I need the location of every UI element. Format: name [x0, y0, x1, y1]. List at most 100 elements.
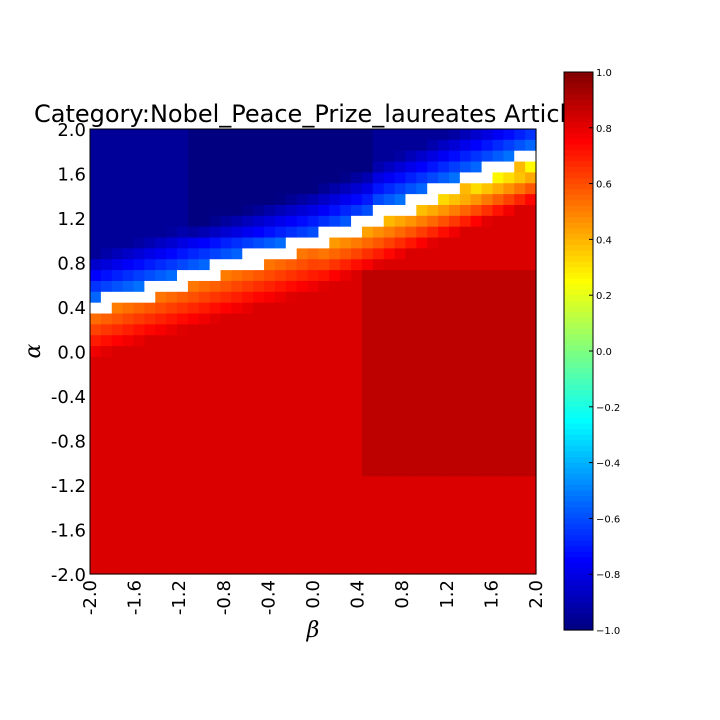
- heatmap-cell: [525, 237, 537, 249]
- heatmap-cell: [133, 194, 145, 206]
- heatmap-cell: [448, 291, 461, 304]
- heatmap-cell: [492, 313, 504, 325]
- heatmap-cell: [209, 183, 222, 195]
- heatmap-cell: [459, 237, 472, 249]
- heatmap-cell: [177, 183, 189, 195]
- heatmap-cell: [416, 356, 428, 369]
- heatmap-cell: [253, 356, 265, 369]
- heatmap-cell: [122, 215, 135, 228]
- heatmap-cell: [329, 476, 341, 488]
- heatmap-cell: [285, 389, 298, 401]
- heatmap-cell: [383, 389, 396, 401]
- heatmap-cell: [90, 454, 102, 467]
- heatmap-cell: [177, 194, 189, 206]
- heatmap-cell: [111, 367, 124, 380]
- heatmap-cell: [481, 552, 494, 564]
- heatmap-cell: [90, 411, 102, 423]
- colorbar-tick-label: −0.6: [596, 514, 620, 525]
- heatmap-cell: [427, 172, 439, 184]
- heatmap-cell: [525, 270, 537, 282]
- heatmap-cell: [427, 563, 439, 575]
- heatmap-cell: [133, 129, 145, 141]
- heatmap-cell: [318, 150, 330, 163]
- heatmap-cell: [481, 422, 494, 434]
- colorbar-segment: [564, 423, 593, 430]
- heatmap-cell: [329, 389, 341, 401]
- heatmap-cell: [448, 411, 461, 423]
- heatmap-cell: [394, 215, 407, 228]
- heatmap-cell: [448, 183, 461, 195]
- heatmap-cell: [166, 378, 178, 391]
- heatmap-cell: [209, 552, 222, 564]
- heatmap-cell: [351, 530, 363, 543]
- heatmap-cell: [318, 129, 330, 141]
- heatmap-cell: [448, 498, 461, 510]
- heatmap-cell: [329, 161, 341, 174]
- y-axis-ticks: 2.01.61.20.80.40.0-0.4-0.8-1.2-1.6-2.0: [51, 120, 86, 586]
- heatmap-cell: [264, 270, 276, 282]
- colorbar-segment: [564, 557, 593, 564]
- heatmap-cell: [220, 389, 233, 401]
- heatmap-cell: [133, 487, 145, 499]
- heatmap-cell: [372, 519, 385, 532]
- heatmap-cell: [90, 367, 102, 380]
- heatmap-cell: [133, 139, 145, 152]
- heatmap-cell: [220, 508, 233, 521]
- colorbar-segment: [564, 602, 593, 609]
- heatmap-cell: [394, 129, 407, 141]
- heatmap-cell: [264, 519, 276, 532]
- heatmap-cell: [296, 259, 309, 271]
- heatmap-cell: [274, 563, 287, 575]
- heatmap-cell: [307, 530, 320, 543]
- heatmap-cell: [503, 487, 515, 499]
- heatmap-cell: [111, 139, 124, 152]
- heatmap-cell: [318, 335, 330, 347]
- heatmap-cell: [274, 519, 287, 532]
- heatmap-cell: [361, 508, 374, 521]
- heatmap-cell: [514, 335, 526, 347]
- heatmap-cell: [90, 432, 102, 445]
- heatmap-cell: [177, 150, 189, 163]
- heatmap-cell: [340, 280, 352, 293]
- heatmap-cell: [100, 280, 113, 293]
- heatmap-cell: [470, 432, 483, 445]
- heatmap-cell: [296, 172, 309, 184]
- heatmap-cell: [416, 346, 428, 358]
- heatmap-cell: [242, 194, 254, 206]
- heatmap-cell: [242, 248, 254, 260]
- heatmap-cell: [351, 194, 363, 206]
- colorbar-tick-label: −0.8: [596, 570, 620, 581]
- heatmap-cell: [448, 530, 461, 543]
- heatmap-cell: [198, 150, 211, 163]
- heatmap-cell: [405, 541, 417, 553]
- heatmap-cell: [133, 454, 145, 467]
- heatmap-cell: [503, 313, 515, 325]
- heatmap-cell: [340, 194, 352, 206]
- heatmap-cell: [438, 378, 450, 391]
- heatmap-cell: [340, 150, 352, 163]
- heatmap-cell: [296, 465, 309, 477]
- heatmap-cell: [405, 508, 417, 521]
- heatmap-cell: [264, 226, 276, 239]
- heatmap-cell: [470, 367, 483, 380]
- heatmap-cell: [383, 552, 396, 564]
- heatmap-cell: [438, 172, 450, 184]
- colorbar-segment: [564, 496, 593, 503]
- heatmap-cell: [503, 356, 515, 369]
- heatmap-cell: [285, 378, 298, 391]
- heatmap-cell: [231, 530, 243, 543]
- heatmap-cell: [307, 432, 320, 445]
- heatmap-cell: [318, 291, 330, 304]
- heatmap-cell: [372, 129, 385, 141]
- heatmap-cell: [231, 324, 243, 336]
- heatmap-cell: [242, 487, 254, 499]
- heatmap-cell: [394, 432, 407, 445]
- heatmap-cell: [264, 248, 276, 260]
- heatmap-cell: [416, 324, 428, 336]
- heatmap-cell: [231, 356, 243, 369]
- heatmap-cell: [351, 487, 363, 499]
- heatmap-cell: [285, 563, 298, 575]
- heatmap-cell: [220, 324, 233, 336]
- heatmap-cell: [394, 356, 407, 369]
- heatmap-cell: [144, 183, 156, 195]
